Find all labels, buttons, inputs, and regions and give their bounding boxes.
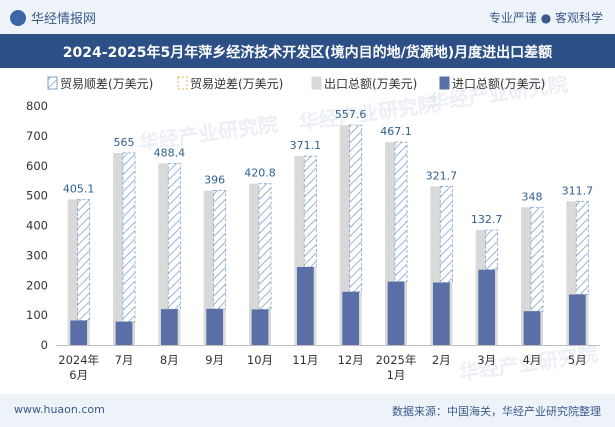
import-bar (523, 311, 541, 345)
surplus-data-label: 488.4 (154, 146, 186, 159)
legend-swatch-export (311, 76, 322, 90)
watermark-text: 华经产业研究院 (297, 92, 439, 135)
y-tick-label: 300 (26, 248, 48, 262)
x-tick-line: 12月 (338, 353, 364, 367)
surplus-bar (349, 124, 363, 293)
import-bar (160, 309, 178, 345)
import-bar (251, 309, 269, 345)
x-tick-line: 7月 (115, 353, 134, 367)
surplus-bar (439, 185, 453, 283)
x-tick-label: 12月 (338, 353, 364, 367)
x-tick-label: 3月 (477, 353, 496, 367)
brand-logo-icon (10, 10, 26, 26)
surplus-bar (167, 162, 181, 310)
chart-title: 2024-2025年5月年萍乡经济技术开发区(境内目的地/货源地)月度进出口差额 (62, 45, 553, 61)
x-tick-line: 6月 (69, 368, 88, 382)
x-tick-line: 2024年 (58, 353, 99, 367)
x-tick-label: 5月 (568, 353, 587, 367)
x-tick-line: 5月 (568, 353, 587, 367)
surplus-data-label: 132.7 (471, 213, 503, 226)
x-tick-line: 10月 (247, 353, 273, 367)
x-tick-label: 4月 (523, 353, 542, 367)
y-tick-label: 700 (26, 129, 48, 143)
import-bar (478, 269, 496, 345)
surplus-data-label: 396 (204, 174, 225, 187)
surplus-bar (394, 141, 408, 283)
x-tick-line: 2月 (432, 353, 451, 367)
surplus-data-label: 311.7 (562, 184, 594, 197)
import-bar (387, 281, 405, 345)
import-bar (296, 267, 314, 345)
title-bar: 2024-2025年5月年萍乡经济技术开发区(境内目的地/货源地)月度进出口差额 (0, 34, 615, 68)
surplus-data-label: 557.6 (335, 108, 367, 121)
import-bar (115, 321, 133, 345)
surplus-data-label: 321.7 (426, 169, 458, 182)
y-tick-label: 800 (26, 99, 48, 113)
footer: www.huaon.com 数据来源：中国海关，华经产业研究院整理 (0, 394, 615, 427)
x-tick-label: 2月 (432, 353, 451, 367)
x-tick-label: 8月 (160, 353, 179, 367)
surplus-bar (530, 206, 544, 312)
x-tick-label: 7月 (115, 353, 134, 367)
x-tick-line: 11月 (292, 353, 318, 367)
surplus-data-label: 420.8 (244, 167, 276, 180)
x-tick-line: 2025年 (376, 353, 417, 367)
surplus-data-label: 405.1 (63, 183, 95, 196)
legend-label-surplus: 贸易顺差(万美元) (60, 77, 153, 91)
surplus-data-label: 371.1 (290, 139, 322, 152)
x-axis: 2024年 6月 7月 8月 9月 10月 11月 12月 2025年 1月 2月 3月 4月 5月 (58, 353, 586, 382)
x-tick-label: 9月 (205, 353, 224, 367)
surplus-data-label: 467.1 (380, 125, 412, 138)
x-tick-line: 9月 (205, 353, 224, 367)
legend-swatch-import (439, 76, 450, 90)
x-tick-line: 4月 (523, 353, 542, 367)
legend-swatch-surplus (47, 76, 58, 90)
y-tick-label: 600 (26, 159, 48, 173)
legend: 贸易顺差(万美元) 贸易逆差(万美元) 出口总额(万美元) 进口总额(万美元) (47, 76, 545, 91)
import-bar (342, 291, 360, 345)
y-tick-label: 100 (26, 308, 48, 322)
legend-swatch-deficit (177, 76, 188, 90)
top-bar: 华经情报网 专业严谨 ● 客观科学 (0, 0, 615, 34)
bars (67, 124, 589, 346)
import-bar (206, 308, 224, 345)
x-tick-line: 8月 (160, 353, 179, 367)
x-tick-label: 2024年 6月 (58, 353, 99, 382)
surplus-bar (258, 183, 272, 310)
legend-label-deficit: 贸易逆差(万美元) (190, 76, 283, 91)
y-tick-label: 400 (26, 219, 48, 233)
surplus-bar (213, 190, 227, 310)
surplus-bar (122, 152, 136, 323)
y-axis: 0 100 200 300 400 500 600 700 800 (26, 99, 600, 352)
surplus-data-label: 565 (114, 136, 135, 149)
legend-label-import: 进口总额(万美元) (452, 77, 545, 91)
surplus-bar (575, 200, 589, 295)
tagline: 专业严谨 ● 客观科学 (488, 11, 603, 25)
site-url: www.huaon.com (14, 403, 105, 416)
y-tick-label: 200 (26, 278, 48, 292)
legend-label-export: 出口总额(万美元) (324, 77, 417, 91)
surplus-bar (303, 155, 317, 268)
x-tick-label: 11月 (292, 353, 318, 367)
brand: 华经情报网 (10, 8, 96, 27)
import-bar (70, 320, 88, 345)
surplus-bar (485, 229, 499, 271)
y-tick-label: 500 (26, 189, 48, 203)
import-bar (568, 294, 586, 345)
data-labels: 405.1 565 488.4 396 420.8 371.1 557.6 467.1 321.… (63, 108, 593, 226)
y-tick-label: 0 (41, 338, 48, 352)
x-tick-label: 2025年 1月 (376, 353, 417, 382)
import-bar (432, 282, 450, 345)
data-source: 数据来源：中国海关，华经产业研究院整理 (392, 405, 601, 418)
brand-name: 华经情报网 (31, 12, 97, 27)
surplus-data-label: 348 (522, 190, 543, 203)
x-tick-line: 3月 (477, 353, 496, 367)
x-tick-label: 10月 (247, 353, 273, 367)
surplus-bar (77, 199, 91, 321)
x-tick-line: 1月 (387, 368, 406, 382)
